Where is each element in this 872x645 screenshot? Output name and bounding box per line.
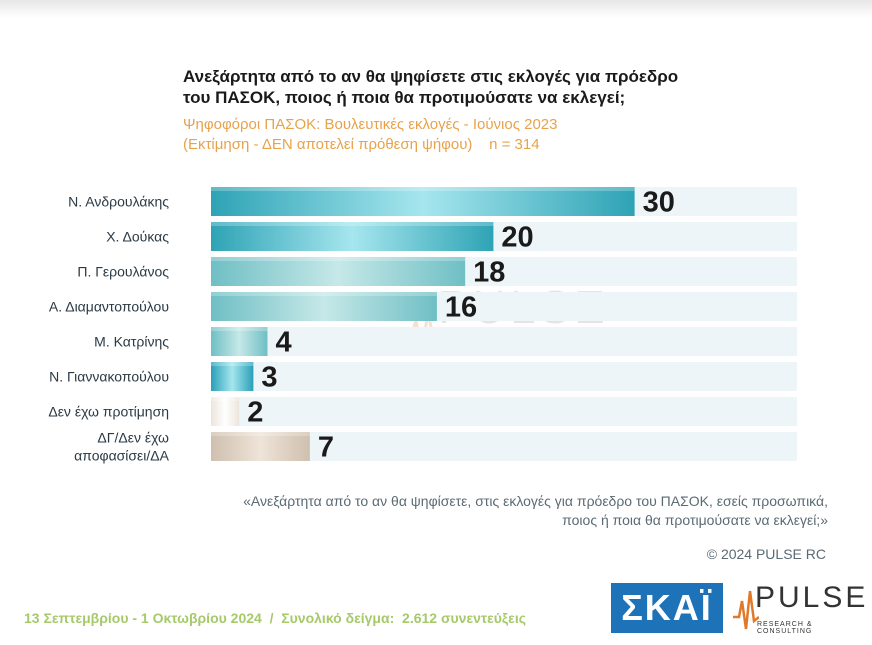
chart-subtitle-line1: Ψηφοφόροι ΠΑΣΟΚ: Βουλευτικές εκλογές - Ι…	[183, 116, 558, 133]
category-label: Ν. Ανδρουλάκης	[68, 194, 169, 210]
bar	[211, 222, 494, 251]
bar-sheen	[211, 362, 254, 366]
chart-subtitle-line2: (Εκτίμηση - ΔΕΝ αποτελεί πρόθεση ψήφου) …	[183, 136, 540, 153]
category-label-line: Ν. Ανδρουλάκης	[68, 194, 169, 210]
bar-value-label: 16	[445, 292, 477, 324]
category-label-line: Μ. Κατρίνης	[94, 334, 169, 350]
bar-sheen	[211, 432, 310, 436]
category-label: Δεν έχω προτίμηση	[48, 404, 169, 420]
chart-title-line2: του ΠΑΣΟΚ, ποιος ή ποια θα προτιμούσατε …	[183, 88, 626, 107]
category-label-line: Π. Γερουλάνος	[77, 264, 169, 280]
bar	[211, 292, 437, 321]
bar-track	[211, 327, 797, 356]
category-label: Ν. Γιαννακοπούλου	[49, 369, 169, 385]
pulse-logo-word: PULSE	[755, 581, 869, 614]
pulse-logo-subtitle: RESEARCH & CONSULTING	[757, 621, 813, 635]
bar	[211, 362, 254, 391]
chart-title-line1: Ανεξάρτητα από το αν θα ψηφίσετε στις εκ…	[183, 67, 679, 86]
bar-value-label: 20	[501, 222, 533, 254]
bar-track	[211, 397, 797, 426]
category-label: ΔΓ/Δεν έχω αποφασίσει/ΔΑ	[74, 430, 169, 464]
bar-sheen	[211, 222, 494, 226]
bar-sheen	[211, 257, 466, 261]
category-label-line: ΔΓ/Δεν έχω	[97, 430, 169, 446]
pulse-logo-wave-icon	[733, 590, 759, 630]
category-label: Α. Διαμαντοπούλου	[49, 299, 169, 315]
bar-value-label: 4	[275, 327, 291, 359]
category-label-line: Α. Διαμαντοπούλου	[49, 299, 169, 315]
category-label-line: Δεν έχω προτίμηση	[48, 404, 169, 420]
question-quote: «Ανεξάρτητα από το αν θα ψηφίσετε, στις …	[188, 492, 828, 530]
bar-value-label: 18	[473, 257, 505, 289]
bar-sheen	[211, 327, 268, 331]
bar	[211, 432, 310, 461]
category-label-line: Χ. Δούκας	[106, 229, 169, 245]
category-label: Χ. Δούκας	[106, 229, 169, 245]
chart-subtitle: Ψηφοφόροι ΠΑΣΟΚ: Βουλευτικές εκλογές - Ι…	[183, 115, 743, 155]
question-quote-line1: «Ανεξάρτητα από το αν θα ψηφίσετε, στις …	[243, 493, 828, 509]
copyright-notice: © 2024 PULSE RC	[706, 546, 826, 562]
bar	[211, 327, 268, 356]
bar-value-label: 7	[318, 432, 334, 464]
survey-footer: 13 Σεπτεμβρίου - 1 Οκτωβρίου 2024 / Συνο…	[24, 610, 526, 626]
bar-value-label: 30	[643, 187, 675, 219]
skai-logo: ΣΚΑΪ	[611, 583, 723, 633]
bar-sheen	[211, 187, 635, 191]
bar	[211, 397, 240, 426]
top-shadow	[0, 0, 872, 18]
category-label-line: Ν. Γιαννακοπούλου	[49, 369, 169, 385]
category-label-line: αποφασίσει/ΔΑ	[74, 448, 169, 464]
bar-value-label: 2	[247, 397, 263, 429]
bar	[211, 187, 635, 216]
category-label: Μ. Κατρίνης	[94, 334, 169, 350]
pulse-logo: PULSE RESEARCH & CONSULTING	[733, 581, 865, 635]
bar-sheen	[211, 292, 437, 296]
bar-value-label: 3	[261, 362, 277, 394]
bar-track	[211, 362, 797, 391]
bar-sheen	[211, 397, 240, 401]
question-quote-line2: ποιος ή ποια θα προτιμούσατε να εκλεγεί;…	[562, 512, 828, 528]
category-label: Π. Γερουλάνος	[77, 264, 169, 280]
bar	[211, 257, 466, 286]
chart-title: Ανεξάρτητα από το αν θα ψηφίσετε στις εκ…	[183, 66, 743, 108]
